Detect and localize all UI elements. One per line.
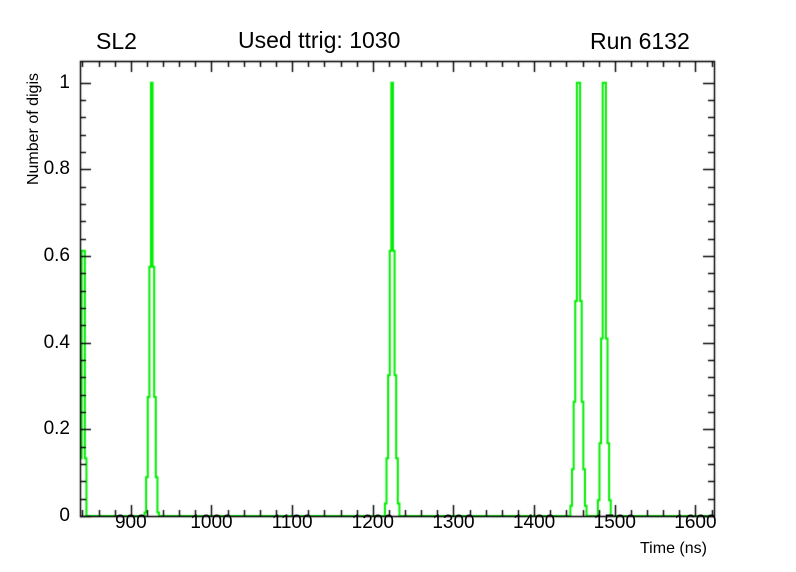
histogram-canvas [0, 0, 796, 572]
plot-canvas-container: SL2 Used ttrig: 1030 Run 6132 Number of … [0, 0, 796, 572]
